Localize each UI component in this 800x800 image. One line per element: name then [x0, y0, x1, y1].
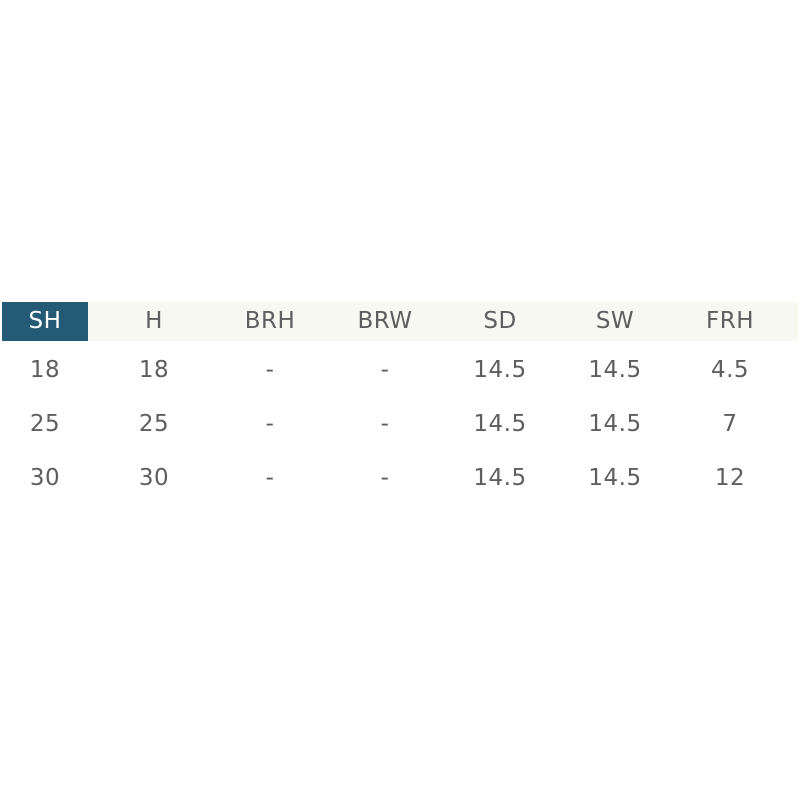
size-table: SH H BRH BRW SD SW FRH 18 18 - - 14.5 14.5 4.5 25 25 - -… [2, 302, 798, 505]
table-cell: 18 [138, 357, 170, 383]
table-cell: 14.5 [473, 465, 527, 491]
table-cell: - [380, 465, 390, 491]
table-header-row: SH H BRH BRW SD SW FRH [2, 302, 798, 341]
table-row: 18 18 - - 14.5 14.5 4.5 [2, 343, 798, 397]
table-cell: 14.5 [588, 357, 642, 383]
table-cell: - [265, 411, 275, 437]
table-cell: 12 [714, 465, 746, 491]
table-cell: 18 [29, 357, 61, 383]
column-header-sh[interactable]: SH [2, 302, 88, 341]
table-body: 18 18 - - 14.5 14.5 4.5 25 25 - - 14.5 14.5 7 30 30 - - 14… [2, 343, 798, 505]
table-row: 25 25 - - 14.5 14.5 7 [2, 397, 798, 451]
table-cell: 14.5 [473, 357, 527, 383]
column-header-frh[interactable]: FRH [705, 308, 754, 334]
column-header-sd[interactable]: SD [483, 308, 517, 334]
table-cell: 4.5 [710, 357, 750, 383]
column-header-h[interactable]: H [145, 308, 163, 334]
table-cell: 7 [722, 411, 738, 437]
table-cell: - [265, 465, 275, 491]
column-header-sw[interactable]: SW [595, 308, 635, 334]
table-cell: - [380, 357, 390, 383]
table-cell: 30 [138, 465, 170, 491]
table-row: 30 30 - - 14.5 14.5 12 [2, 451, 798, 505]
table-cell: 14.5 [588, 465, 642, 491]
table-cell: 25 [29, 411, 61, 437]
column-header-brh[interactable]: BRH [244, 308, 296, 334]
table-cell: - [380, 411, 390, 437]
table-cell: 14.5 [588, 411, 642, 437]
table-cell: 25 [138, 411, 170, 437]
column-header-brw[interactable]: BRW [357, 308, 413, 334]
table-cell: - [265, 357, 275, 383]
table-cell: 14.5 [473, 411, 527, 437]
table-cell: 30 [29, 465, 61, 491]
